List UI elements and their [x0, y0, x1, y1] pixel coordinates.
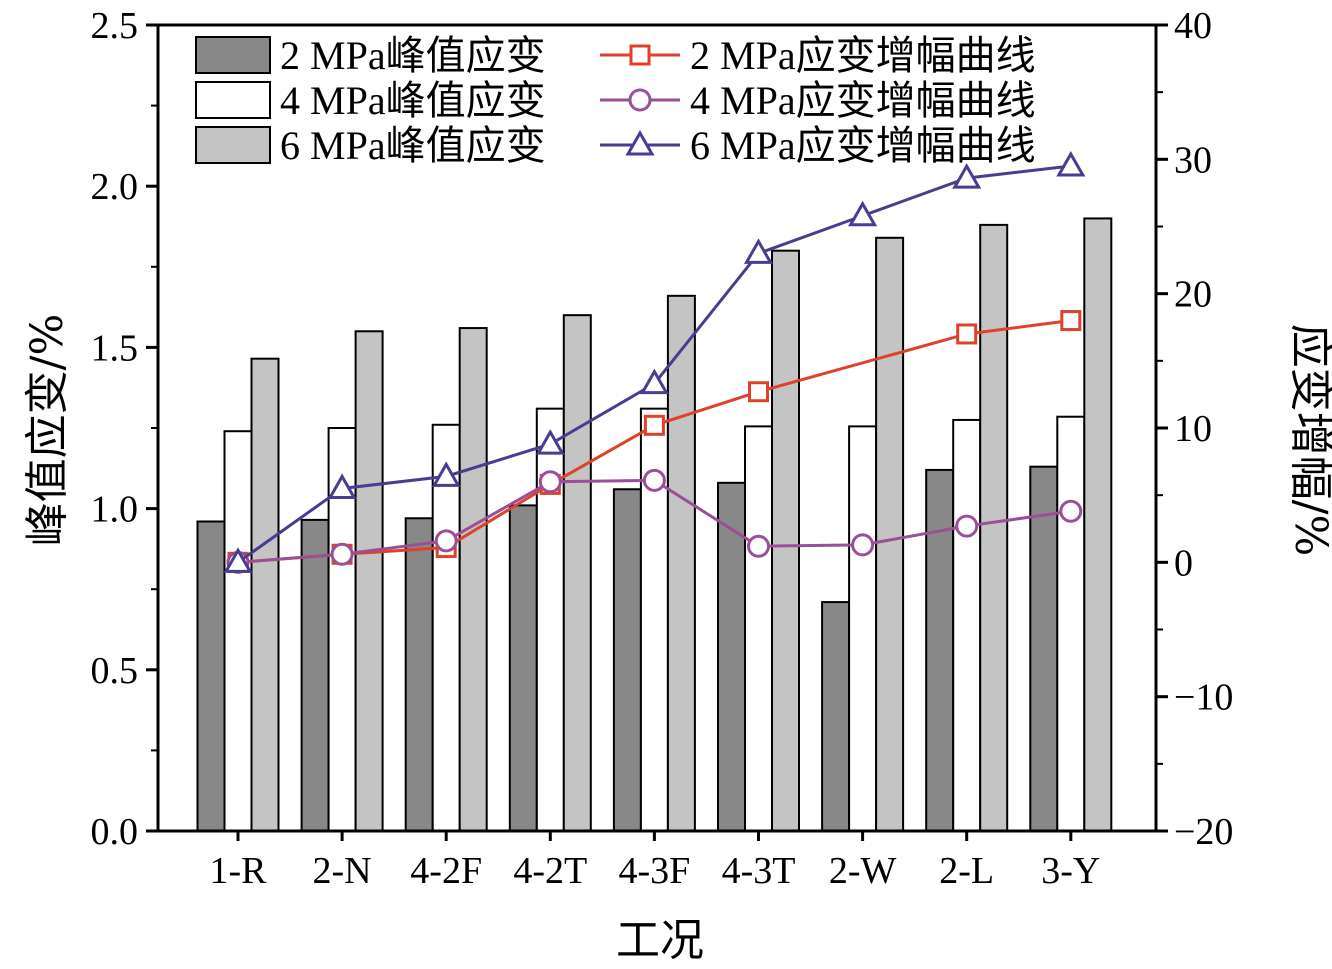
bar-2mpa-3-Y — [1029, 465, 1059, 832]
legend-marker-4mpa — [628, 88, 652, 112]
x-axis-title: 工况 — [616, 915, 704, 966]
legend-swatch-bar-6mpa — [195, 126, 271, 164]
marker-6mpa-4-3T — [743, 238, 774, 264]
marker-4mpa-2-L — [955, 514, 979, 538]
bar-2mpa-1-R — [196, 520, 226, 832]
bar-2mpa-2-L — [925, 468, 955, 832]
marker-6mpa-2-W — [848, 200, 878, 227]
marker-6mpa-4-3F — [639, 368, 669, 395]
y2-tick-label-0: −20 — [1174, 811, 1233, 853]
bar-6mpa-2-W — [875, 236, 905, 832]
bar-2mpa-4-2F — [404, 517, 434, 832]
legend-marker-6mpa — [625, 129, 655, 156]
marker-4mpa-2-N — [330, 542, 354, 566]
legend-marker-2mpa — [629, 44, 651, 66]
bar-6mpa-4-3F — [666, 294, 696, 833]
bar-6mpa-2-N — [354, 330, 384, 832]
bar-4mpa-2-W — [848, 425, 878, 832]
y-tick-label-1: 0.5 — [91, 650, 139, 692]
bar-4mpa-3-Y — [1056, 415, 1086, 832]
bars-layer — [196, 217, 1113, 833]
x-tick-label-2-W: 2-W — [829, 850, 897, 892]
bar-4mpa-4-2F — [431, 423, 461, 832]
legend-label-line-6mpa: 6 MPa应变增幅曲线 — [690, 123, 1036, 168]
bar-6mpa-4-2T — [562, 314, 592, 833]
y2-tick-label-6: 40 — [1174, 5, 1212, 47]
bar-4mpa-4-3T — [744, 425, 773, 832]
y-tick-label-3: 1.5 — [91, 327, 139, 369]
y2-tick-label-2: 0 — [1174, 542, 1193, 584]
marker-6mpa-4-2F — [431, 461, 461, 487]
y2-tick-label-4: 20 — [1174, 274, 1212, 316]
legend-label-bar-4mpa: 4 MPa峰值应变 — [280, 78, 546, 123]
x-tick-label-4-2T: 4-2T — [513, 850, 587, 892]
y-tick-label-5: 2.5 — [91, 5, 139, 47]
marker-4mpa-3-Y — [1059, 499, 1083, 523]
y2-axis-title: 应变增幅/% — [1285, 324, 1332, 557]
bar-6mpa-4-2F — [458, 327, 488, 832]
marker-2mpa-4-3T — [748, 381, 769, 403]
marker-4mpa-4-2F — [434, 529, 458, 553]
x-tick-label-3-Y: 3-Y — [1041, 850, 1100, 892]
x-tick-label-4-3T: 4-3T — [722, 850, 796, 892]
x-tick-label-4-2F: 4-2F — [410, 850, 482, 892]
bar-2mpa-2-N — [300, 518, 330, 832]
legend-label-line-2mpa: 2 MPa应变增幅曲线 — [690, 33, 1036, 78]
x-tick-label-4-3F: 4-3F — [619, 850, 691, 892]
marker-6mpa-3-Y — [1056, 151, 1086, 177]
y-tick-label-2: 1.0 — [91, 489, 139, 531]
marker-4mpa-4-3T — [747, 534, 770, 558]
y-axis-title: 峰值应变/% — [22, 314, 73, 547]
x-tick-label-1-R: 1-R — [210, 850, 268, 892]
marker-6mpa-2-N — [327, 473, 357, 499]
marker-4mpa-2-W — [851, 533, 875, 557]
marker-6mpa-2-L — [952, 163, 982, 189]
legend-label-bar-6mpa: 6 MPa峰值应变 — [280, 123, 546, 168]
bar-2mpa-4-3F — [612, 488, 642, 832]
bar-6mpa-3-Y — [1083, 217, 1113, 832]
marker-2mpa-2-L — [956, 323, 978, 345]
legend-swatch-bar-4mpa — [195, 81, 271, 119]
y2-tick-label-5: 30 — [1174, 139, 1212, 181]
x-tick-label-2-N: 2-N — [313, 850, 372, 892]
bar-2mpa-2-W — [821, 601, 851, 833]
bar-4mpa-1-R — [223, 430, 253, 832]
bar-6mpa-1-R — [250, 357, 280, 832]
bar-6mpa-2-L — [979, 223, 1009, 832]
marker-6mpa-4-2T — [535, 429, 565, 455]
axes-layer: 0.0 0.5 1.0 1.5 2.0 2.5 −20 −10 0 10 20 30 40 1-R 2-N 4… — [91, 5, 1234, 892]
bar-4mpa-2-L — [952, 418, 982, 832]
legend-label-bar-2mpa: 2 MPa峰值应变 — [280, 33, 546, 78]
y-tick-label-0: 0.0 — [91, 811, 139, 853]
legend-label-line-4mpa: 4 MPa应变增幅曲线 — [690, 78, 1036, 123]
y-tick-label-4: 2.0 — [91, 166, 139, 208]
marker-6mpa-1-R — [223, 547, 253, 573]
marker-2mpa-4-3F — [643, 414, 665, 436]
marker-4mpa-4-3F — [642, 468, 666, 492]
bar-6mpa-4-3T — [771, 249, 800, 832]
legend-swatch-bar-2mpa — [195, 36, 271, 74]
marker-2mpa-3-Y — [1060, 310, 1082, 332]
bar-2mpa-4-3T — [717, 481, 746, 832]
y2-tick-label-3: 10 — [1174, 408, 1212, 450]
marker-4mpa-4-2T — [538, 470, 562, 494]
y2-tick-label-1: −10 — [1174, 677, 1233, 719]
x-tick-label-2-L: 2-L — [939, 850, 994, 892]
lines-layer — [223, 151, 1086, 574]
bar-2mpa-4-2T — [508, 504, 538, 832]
